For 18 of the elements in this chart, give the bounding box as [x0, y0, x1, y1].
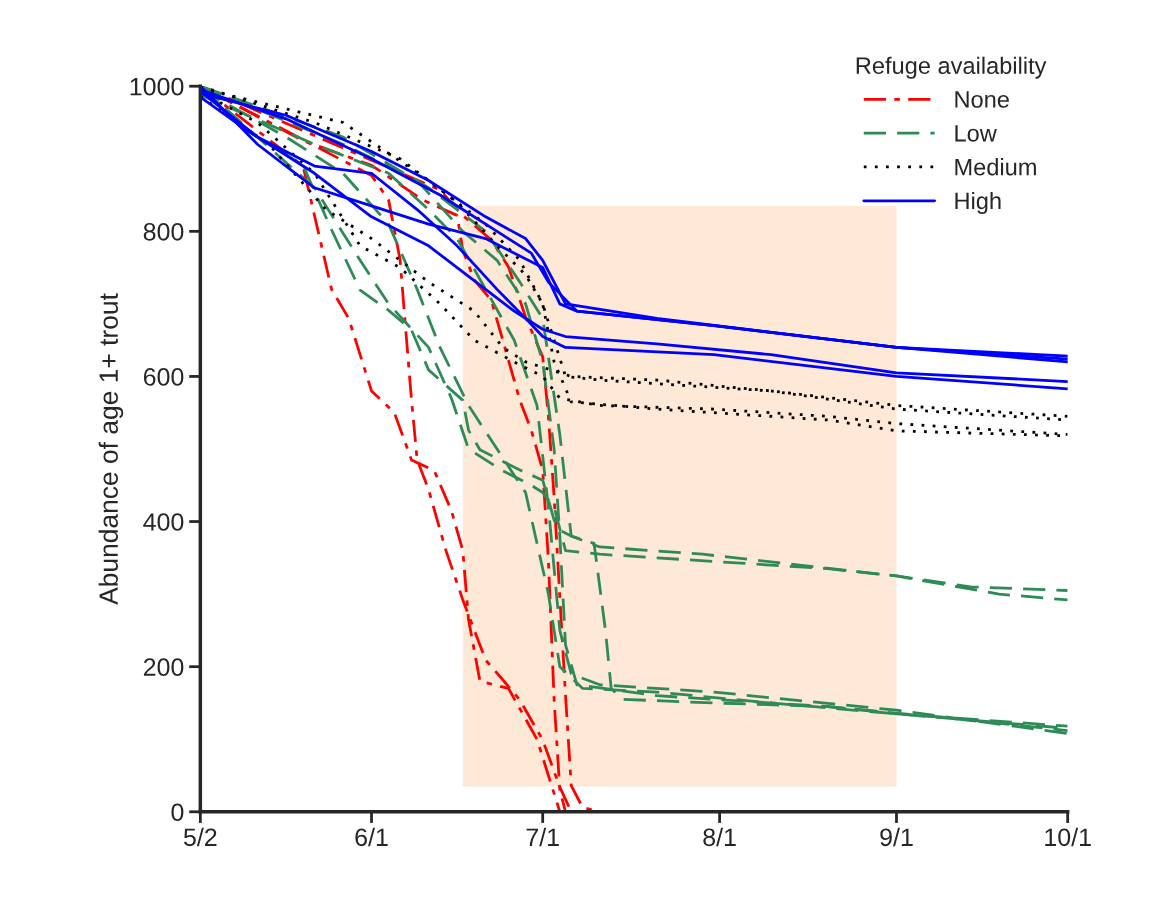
- y-tick-label: 200: [143, 658, 184, 676]
- x-tick-label: 9/1: [880, 827, 913, 847]
- x-tick-label: 7/1: [526, 827, 559, 847]
- y-axis-title: Abundance of age 1+ trout: [98, 293, 124, 605]
- legend-label: Medium: [955, 158, 1036, 176]
- legend-label: High: [955, 191, 1001, 214]
- y-tick-label: 0: [171, 803, 184, 822]
- y-tick-label: 400: [143, 513, 184, 531]
- x-tick-label: 6/1: [355, 827, 388, 847]
- y-tick-label: 800: [143, 222, 184, 241]
- x-tick-label: 10/1: [1045, 827, 1091, 847]
- legend-title: Refuge availability: [856, 56, 1047, 79]
- y-tick-label: 1000: [130, 77, 184, 96]
- legend-label: Low: [955, 125, 997, 142]
- legend-label: None: [955, 91, 1009, 108]
- y-tick-label: 600: [143, 368, 184, 386]
- x-tick-label: 5/2: [183, 827, 217, 847]
- x-tick-label: 8/1: [703, 827, 736, 847]
